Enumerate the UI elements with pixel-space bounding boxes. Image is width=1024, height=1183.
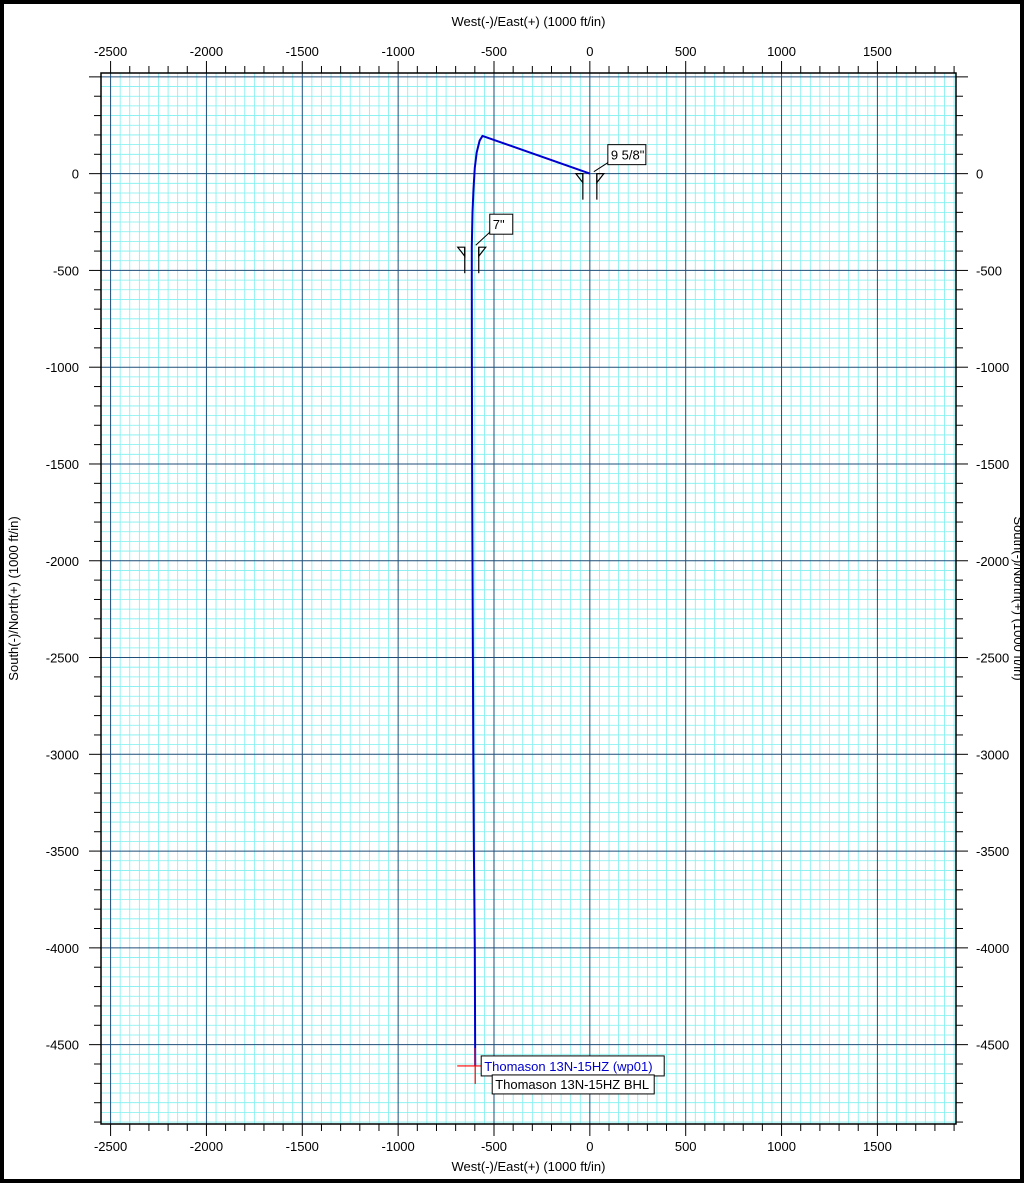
well-path-line [470, 134, 591, 1066]
plan-view-chart: -2500 -2500 -2000 -2000 -1500 -1500 -1000 -1000… [6, 14, 1020, 1174]
shoe-triangle [596, 173, 606, 185]
series-layer [470, 134, 591, 1066]
x-tick-label-bottom: -1500 [286, 1139, 319, 1154]
y-tick-label-right: -2000 [976, 554, 1009, 569]
x-tick-label-top: -1500 [286, 44, 319, 59]
shoe-triangle [574, 173, 584, 185]
x-axis-label-bottom: West(-)/East(+) (1000 ft/in) [452, 1159, 606, 1174]
y-tick-label-left: -2000 [46, 554, 79, 569]
leader-line [593, 162, 609, 173]
axis-ticks [89, 61, 968, 1136]
x-tick-label-top: 0 [586, 44, 593, 59]
x-tick-label-bottom: -500 [481, 1139, 507, 1154]
annotation-text: 9 5/8" [611, 148, 645, 163]
annotation-label: 9 5/8" [593, 144, 647, 173]
y-tick-label-right: -4000 [976, 941, 1009, 956]
y-tick-label-left: -3000 [46, 747, 79, 762]
shoe-triangle [478, 246, 487, 258]
x-tick-label-bottom: 0 [586, 1139, 593, 1154]
y-tick-label-left: 0 [72, 167, 79, 182]
y-tick-label-left: -1500 [46, 457, 79, 472]
y-tick-label-right: -2500 [976, 651, 1009, 666]
annotation-text: 7" [493, 217, 505, 232]
x-tick-label-top: 500 [675, 44, 697, 59]
annotation-label: Thomason 13N-15HZ BHL [491, 1074, 655, 1095]
casing-shoe-icon [574, 173, 606, 200]
y-tick-label-left: -3500 [46, 844, 79, 859]
tick-labels: -2500 -2500 -2000 -2000 -1500 -1500 -1000 -1000… [46, 44, 1010, 1154]
annotation-label: 7" [475, 213, 514, 246]
annotation-text: Thomason 13N-15HZ BHL [495, 1077, 649, 1092]
casing-shoe-icon [456, 246, 487, 274]
y-tick-label-right: -500 [976, 263, 1002, 278]
x-tick-label-top: -2000 [190, 44, 223, 59]
y-tick-label-left: -500 [53, 263, 79, 278]
x-tick-label-bottom: 1000 [767, 1139, 796, 1154]
y-tick-label-left: -4500 [46, 1038, 79, 1053]
major-grid [101, 73, 956, 1124]
chart-frame: -2500 -2500 -2000 -2000 -1500 -1500 -1000 -1000… [4, 4, 1020, 1179]
y-tick-label-left: -2500 [46, 651, 79, 666]
markers-layer: 9 5/8" 7" Thomason 13N-15HZ (wp01) Thomason… [456, 144, 665, 1095]
plot-border [100, 72, 957, 1125]
annotation-box [491, 1074, 655, 1095]
x-tick-label-bottom: 500 [675, 1139, 697, 1154]
x-tick-label-top: 1000 [767, 44, 796, 59]
x-tick-label-top: -1000 [382, 44, 415, 59]
y-tick-label-right: -1500 [976, 457, 1009, 472]
x-tick-label-bottom: -2500 [94, 1139, 127, 1154]
annotation-box [489, 213, 514, 235]
leader-line [475, 231, 491, 246]
x-tick-label-bottom: -2000 [190, 1139, 223, 1154]
x-tick-label-top: -2500 [94, 44, 127, 59]
shoe-triangle [456, 246, 466, 258]
y-tick-label-right: 0 [976, 167, 983, 182]
x-tick-label-top: 1500 [863, 44, 892, 59]
annotation-text: Thomason 13N-15HZ (wp01) [484, 1059, 652, 1074]
annotation-label: Thomason 13N-15HZ (wp01) [480, 1055, 665, 1077]
y-tick-label-right: -3000 [976, 747, 1009, 762]
x-tick-label-bottom: 1500 [863, 1139, 892, 1154]
y-axis-label-left: South(-)/North(+) (1000 ft/in) [6, 516, 21, 680]
plot-area [101, 73, 956, 1124]
y-tick-label-right: -4500 [976, 1038, 1009, 1053]
annotation-box [607, 144, 647, 166]
x-tick-label-bottom: -1000 [382, 1139, 415, 1154]
minor-grid [100, 73, 956, 1124]
y-tick-label-left: -4000 [46, 941, 79, 956]
x-tick-label-top: -500 [481, 44, 507, 59]
y-tick-label-right: -3500 [976, 844, 1009, 859]
y-axis-label-right: South(-)/North(+) (1000 ft/in) [1011, 516, 1020, 680]
x-axis-label-top: West(-)/East(+) (1000 ft/in) [452, 14, 606, 29]
y-tick-label-right: -1000 [976, 360, 1009, 375]
y-tick-label-left: -1000 [46, 360, 79, 375]
